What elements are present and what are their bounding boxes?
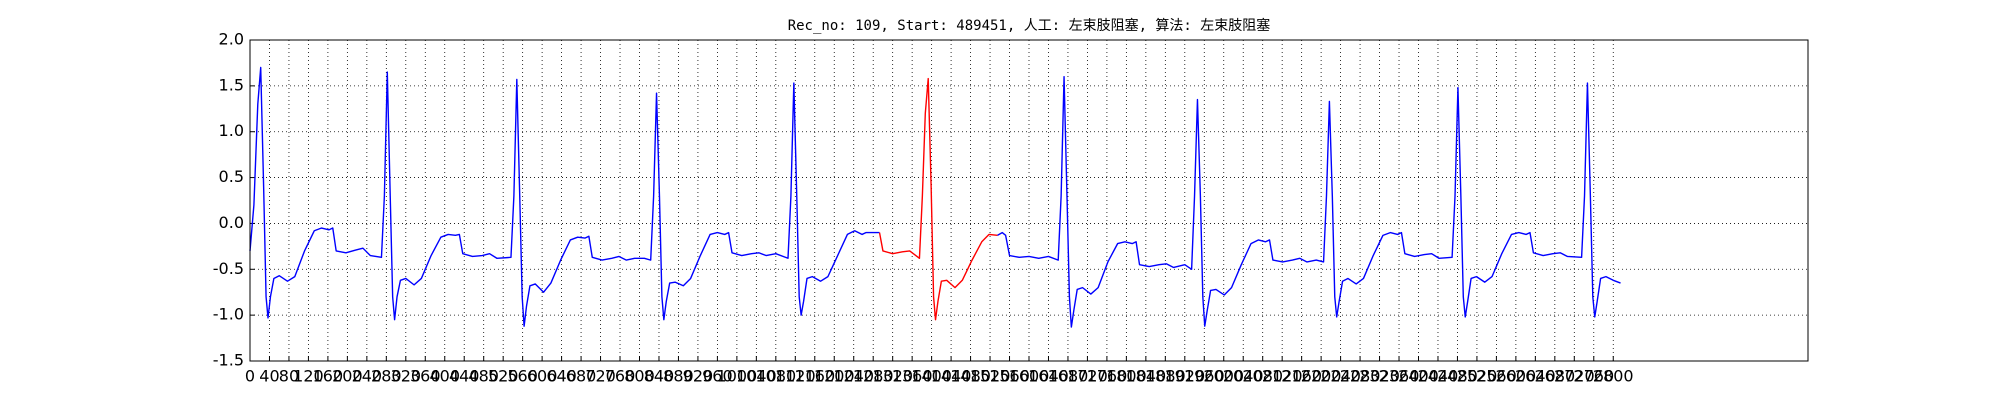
x-tick-label: 1520 [970, 367, 1011, 386]
x-tick-label: 2080 [1242, 367, 1283, 386]
x-tick-label: 1160 [794, 367, 835, 386]
x-tick-label: 2240 [1320, 367, 1361, 386]
x-tick-label: 2440 [1418, 367, 1459, 386]
x-tick-label: 2120 [1262, 367, 1303, 386]
x-tick-label: 1760 [1087, 367, 1128, 386]
x-tick-label: 680 [566, 367, 597, 386]
x-tick-label: 1080 [755, 367, 796, 386]
x-tick-label: 320 [391, 367, 422, 386]
x-tick-label: 440 [449, 367, 480, 386]
x-tick-label: 2600 [1496, 367, 1537, 386]
x-tick-label: 2560 [1476, 367, 1517, 386]
x-tick-label: 1360 [892, 367, 933, 386]
x-tick-label: 560 [507, 367, 538, 386]
x-tick-label: 2720 [1554, 367, 1595, 386]
x-tick-label: 2360 [1379, 367, 1420, 386]
x-tick-label: 2280 [1340, 367, 1381, 386]
x-tick-label: 1560 [989, 367, 1030, 386]
x-tick-label: 720 [585, 367, 616, 386]
x-tick-label: 2800 [1593, 367, 1634, 386]
chart-title: Rec_no: 109, Start: 489451, 人工: 左束肢阻塞, 算… [788, 17, 1271, 34]
x-tick-label: 2200 [1301, 367, 1342, 386]
x-tick-label: 360 [410, 367, 441, 386]
x-tick-label: 760 [605, 367, 636, 386]
x-tick-label: 2400 [1398, 367, 1439, 386]
x-tick-label: 1200 [814, 367, 855, 386]
x-tick-label: 1640 [1028, 367, 1069, 386]
x-tick-label: 480 [468, 367, 499, 386]
x-tick-label: 120 [293, 367, 324, 386]
x-tick-label: 2480 [1437, 367, 1478, 386]
x-tick-label: 280 [371, 367, 402, 386]
x-tick-label: 640 [546, 367, 577, 386]
x-tick-label: 1120 [775, 367, 816, 386]
x-tick-label: 2000 [1203, 367, 1244, 386]
x-tick-label: 2680 [1534, 367, 1575, 386]
x-tick-label: 960 [702, 367, 733, 386]
plot-frame [249, 39, 1809, 362]
y-tick-label: 0.5 [219, 167, 244, 186]
x-tick-label: 1400 [911, 367, 952, 386]
y-tick-label: -1.5 [213, 351, 244, 370]
x-tick-label: 40 [259, 367, 279, 386]
x-tick-label: 2520 [1457, 367, 1498, 386]
x-tick-label: 880 [663, 367, 694, 386]
y-tick-label: -1.0 [213, 305, 244, 324]
y-tick-label: 1.5 [219, 75, 244, 94]
x-tick-label: 520 [488, 367, 519, 386]
x-tick-label: 1800 [1106, 367, 1147, 386]
x-tick-label: 1480 [950, 367, 991, 386]
x-tick-label: 1720 [1067, 367, 1108, 386]
x-tick-label: 400 [429, 367, 460, 386]
x-tick-label: 2160 [1281, 367, 1322, 386]
x-tick-label: 600 [527, 367, 558, 386]
x-tick-label: 80 [279, 367, 299, 386]
y-tick-label: -0.5 [213, 259, 244, 278]
series-line [878, 77, 998, 321]
x-tick-label: 2320 [1359, 367, 1400, 386]
x-tick-label: 1840 [1125, 367, 1166, 386]
x-tick-label: 1600 [1009, 367, 1050, 386]
x-tick-label: 1280 [853, 367, 894, 386]
x-tick-label: 1240 [833, 367, 874, 386]
x-tick-label: 240 [352, 367, 383, 386]
x-tick-label: 1960 [1184, 367, 1225, 386]
x-tick-label: 1320 [872, 367, 913, 386]
y-tick-label: 0.0 [219, 213, 244, 232]
x-tick-label: 0 [245, 367, 255, 386]
y-tick-label: 1.0 [219, 121, 244, 140]
x-tick-label: 1000 [717, 367, 758, 386]
x-tick-label: 920 [683, 367, 714, 386]
x-tick-label: 1880 [1145, 367, 1186, 386]
x-tick-label: 2040 [1223, 367, 1264, 386]
x-tick-label: 1440 [931, 367, 972, 386]
x-tick-label: 1920 [1164, 367, 1205, 386]
x-tick-label: 840 [644, 367, 675, 386]
x-tick-label: 1040 [736, 367, 777, 386]
x-tick-label: 2640 [1515, 367, 1556, 386]
x-tick-label: 1680 [1048, 367, 1089, 386]
x-tick-label: 200 [332, 367, 363, 386]
x-tick-label: 800 [624, 367, 655, 386]
series-line [249, 66, 1621, 328]
y-tick-label: 2.0 [219, 30, 244, 49]
x-tick-label: 160 [313, 367, 344, 386]
x-tick-label: 2760 [1573, 367, 1614, 386]
